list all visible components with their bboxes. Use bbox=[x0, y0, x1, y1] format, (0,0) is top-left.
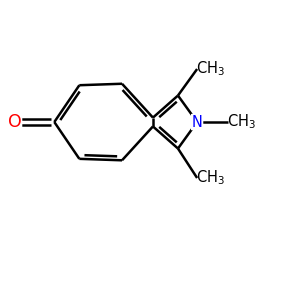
Text: O: O bbox=[8, 113, 21, 131]
Text: N: N bbox=[192, 115, 203, 130]
Text: CH$_3$: CH$_3$ bbox=[226, 113, 256, 131]
Text: CH$_3$: CH$_3$ bbox=[196, 169, 225, 187]
Text: CH$_3$: CH$_3$ bbox=[196, 60, 225, 78]
